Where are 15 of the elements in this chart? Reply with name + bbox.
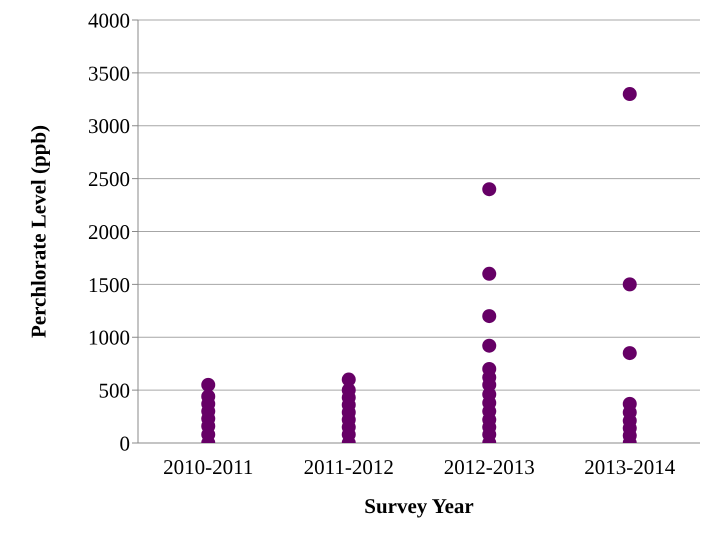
y-tick-label: 4000 bbox=[88, 8, 130, 32]
y-tick-label: 1500 bbox=[88, 272, 130, 297]
y-tick-label: 0 bbox=[120, 431, 130, 456]
x-tick-label: 2011-2012 bbox=[304, 454, 394, 479]
x-tick-label: 2012-2013 bbox=[444, 454, 535, 479]
x-axis-title: Survey Year bbox=[364, 494, 474, 518]
y-tick-label: 2000 bbox=[88, 220, 130, 244]
y-tick-label: 1000 bbox=[88, 326, 130, 350]
y-tick-label: 3000 bbox=[88, 114, 130, 138]
x-tick-label: 2013-2014 bbox=[584, 454, 676, 479]
y-tick-label: 500 bbox=[98, 378, 130, 403]
y-tick-label: 2500 bbox=[88, 167, 130, 192]
x-tick-label: 2010-2011 bbox=[163, 454, 254, 479]
y-tick-label: 3500 bbox=[88, 61, 130, 86]
y-axis-title: Perchlorate Level (ppb) bbox=[26, 124, 50, 338]
